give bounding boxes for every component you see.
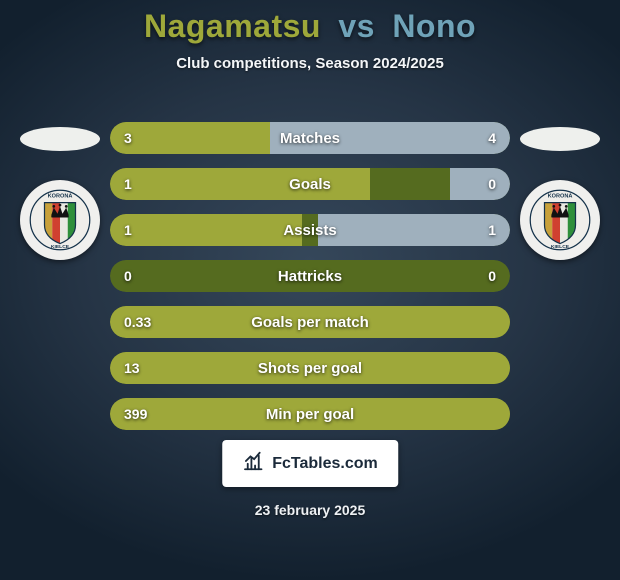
svg-text:KORONA: KORONA	[48, 194, 73, 200]
stat-row-hattricks: Hattricks00	[110, 260, 510, 292]
club-crest-left: KORONA KIELCE	[20, 180, 100, 260]
date-line: 23 february 2025	[0, 502, 620, 518]
title-vs: vs	[338, 8, 375, 44]
svg-text:KIELCE: KIELCE	[551, 244, 570, 250]
stats-bars: Matches34 Goals10 Assists11 Hattricks00 Goal…	[110, 122, 510, 430]
stat-row-shots-per-goal: Shots per goal13	[110, 352, 510, 384]
subtitle: Club competitions, Season 2024/2025	[0, 55, 620, 72]
stat-row-min-per-goal: Min per goal399	[110, 398, 510, 430]
stat-row-goals: Goals10	[110, 168, 510, 200]
stat-bar-left	[110, 352, 510, 384]
stat-bar-right	[270, 122, 510, 154]
club-crest-right: KORONA KIELCE	[520, 180, 600, 260]
stat-row-assists: Assists11	[110, 214, 510, 246]
decorative-ellipse-right	[520, 127, 600, 151]
svg-text:KORONA: KORONA	[548, 194, 573, 200]
stat-bar-left	[110, 168, 370, 200]
player-right-name: Nono	[392, 8, 476, 44]
brand-badge: FcTables.com	[222, 440, 398, 487]
stat-bar-right	[450, 168, 510, 200]
stat-bar-right	[318, 214, 510, 246]
stat-bar-left	[110, 214, 302, 246]
stat-row-matches: Matches34	[110, 122, 510, 154]
stat-row-goals-per-match: Goals per match0.33	[110, 306, 510, 338]
stat-bar-left	[110, 306, 510, 338]
player-left-name: Nagamatsu	[144, 8, 321, 44]
brand-text: FcTables.com	[272, 455, 378, 473]
stat-bar-left	[110, 398, 510, 430]
chart-icon	[242, 450, 264, 477]
comparison-title: Nagamatsu vs Nono	[0, 0, 620, 45]
svg-text:KIELCE: KIELCE	[51, 244, 70, 250]
decorative-ellipse-left	[20, 127, 100, 151]
stat-bar-left	[110, 122, 270, 154]
